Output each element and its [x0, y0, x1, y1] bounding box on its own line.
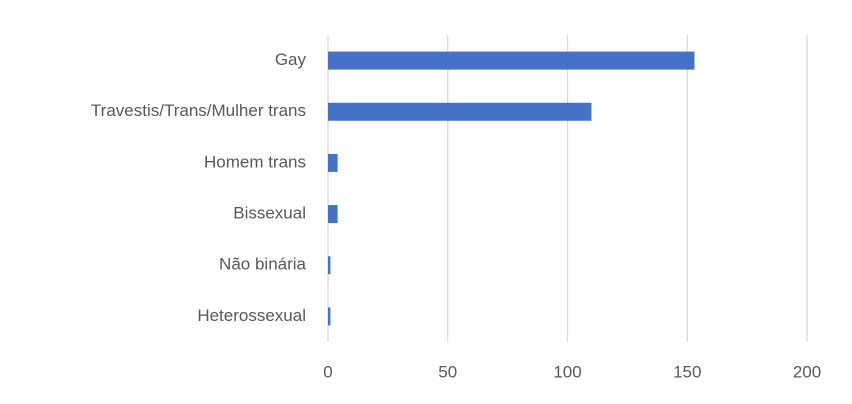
y-tick-label: Gay — [275, 50, 307, 69]
x-tick-label: 100 — [553, 362, 581, 381]
bar — [328, 205, 338, 224]
y-tick-label: Bissexual — [233, 204, 306, 223]
bar — [328, 307, 331, 326]
x-tick-label: 150 — [673, 362, 701, 381]
x-tick-label: 0 — [323, 362, 332, 381]
bar — [328, 51, 695, 70]
y-tick-label: Não binária — [219, 255, 306, 274]
bar — [328, 153, 338, 172]
y-tick-label: Heterossexual — [197, 306, 306, 325]
bar — [328, 102, 592, 121]
x-tick-label: 200 — [793, 362, 821, 381]
y-tick-label: Travestis/Trans/Mulher trans — [91, 101, 306, 120]
bar — [328, 256, 331, 275]
x-tick-label: 50 — [438, 362, 457, 381]
y-tick-label: Homem trans — [204, 152, 306, 171]
